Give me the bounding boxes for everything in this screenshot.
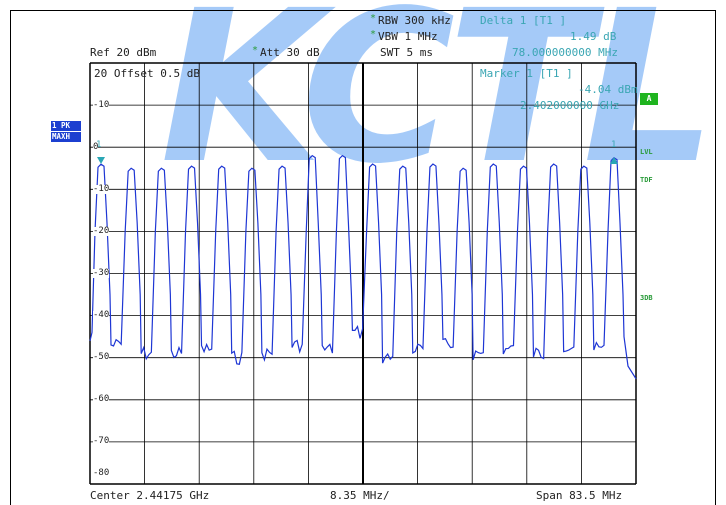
y-tick-label: -10: [93, 100, 110, 110]
marker-1-number: 1: [96, 140, 102, 150]
offset-readout: 20 Offset 0.5 dB: [94, 67, 200, 80]
att-star: *: [252, 45, 259, 56]
tdf-label: TDF: [640, 176, 653, 184]
graticule: [89, 62, 637, 485]
trace-mode-badge[interactable]: MAXH: [51, 132, 81, 142]
y-tick-label: -30: [93, 268, 110, 278]
frequency-per-division: 8.35 MHz/: [330, 489, 390, 502]
rbw-setting: RBW 300 kHz: [378, 14, 451, 27]
kctl-watermark: KCTL: [160, 0, 716, 210]
marker-label: Marker 1 [T1 ]: [480, 67, 573, 80]
trace-detector-badge[interactable]: 1 PK: [51, 121, 81, 131]
lvl-label: LVL: [640, 148, 653, 156]
sweep-time: SWT 5 ms: [380, 46, 433, 59]
y-tick-label: -60: [93, 394, 110, 404]
page-border-left: [10, 10, 11, 505]
y-tick-label: -10: [93, 184, 110, 194]
ref-level: Ref 20 dBm: [90, 46, 157, 59]
spectrum-trace: [89, 154, 637, 380]
delta-marker-icon: [610, 157, 618, 164]
page-border-top: [10, 10, 716, 11]
y-tick-label: 0: [93, 142, 99, 152]
y-tick-label: -70: [93, 436, 110, 446]
vbw-star: *: [370, 29, 377, 40]
span-frequency: Span 83.5 MHz: [536, 489, 623, 502]
y-tick-label: -40: [93, 310, 110, 320]
marker-1-icon: [97, 157, 105, 164]
marker-group: [97, 157, 618, 164]
y-tick-label: -80: [93, 468, 110, 478]
y-tick-label: -50: [93, 352, 110, 362]
marker-level: -4.04 dBm: [578, 83, 638, 96]
delta-value: 1.49 dB: [570, 30, 617, 43]
trace-a-indicator: A: [640, 93, 658, 105]
delta-marker-number: 1: [611, 140, 617, 150]
rbw-star: *: [370, 13, 377, 24]
marker-frequency: 2.402000000 GHz: [520, 99, 620, 112]
attenuation: Att 30 dB: [260, 46, 320, 59]
center-frequency: Center 2.44175 GHz: [90, 489, 210, 502]
delta-frequency: 78.000000000 MHz: [512, 46, 618, 59]
page-border-right: [715, 10, 716, 505]
y-tick-label: -20: [93, 226, 110, 236]
threshold-label: 3DB: [640, 294, 653, 302]
vbw-setting: VBW 1 MHz: [378, 30, 438, 43]
delta-label: Delta 1 [T1 ]: [480, 14, 567, 27]
